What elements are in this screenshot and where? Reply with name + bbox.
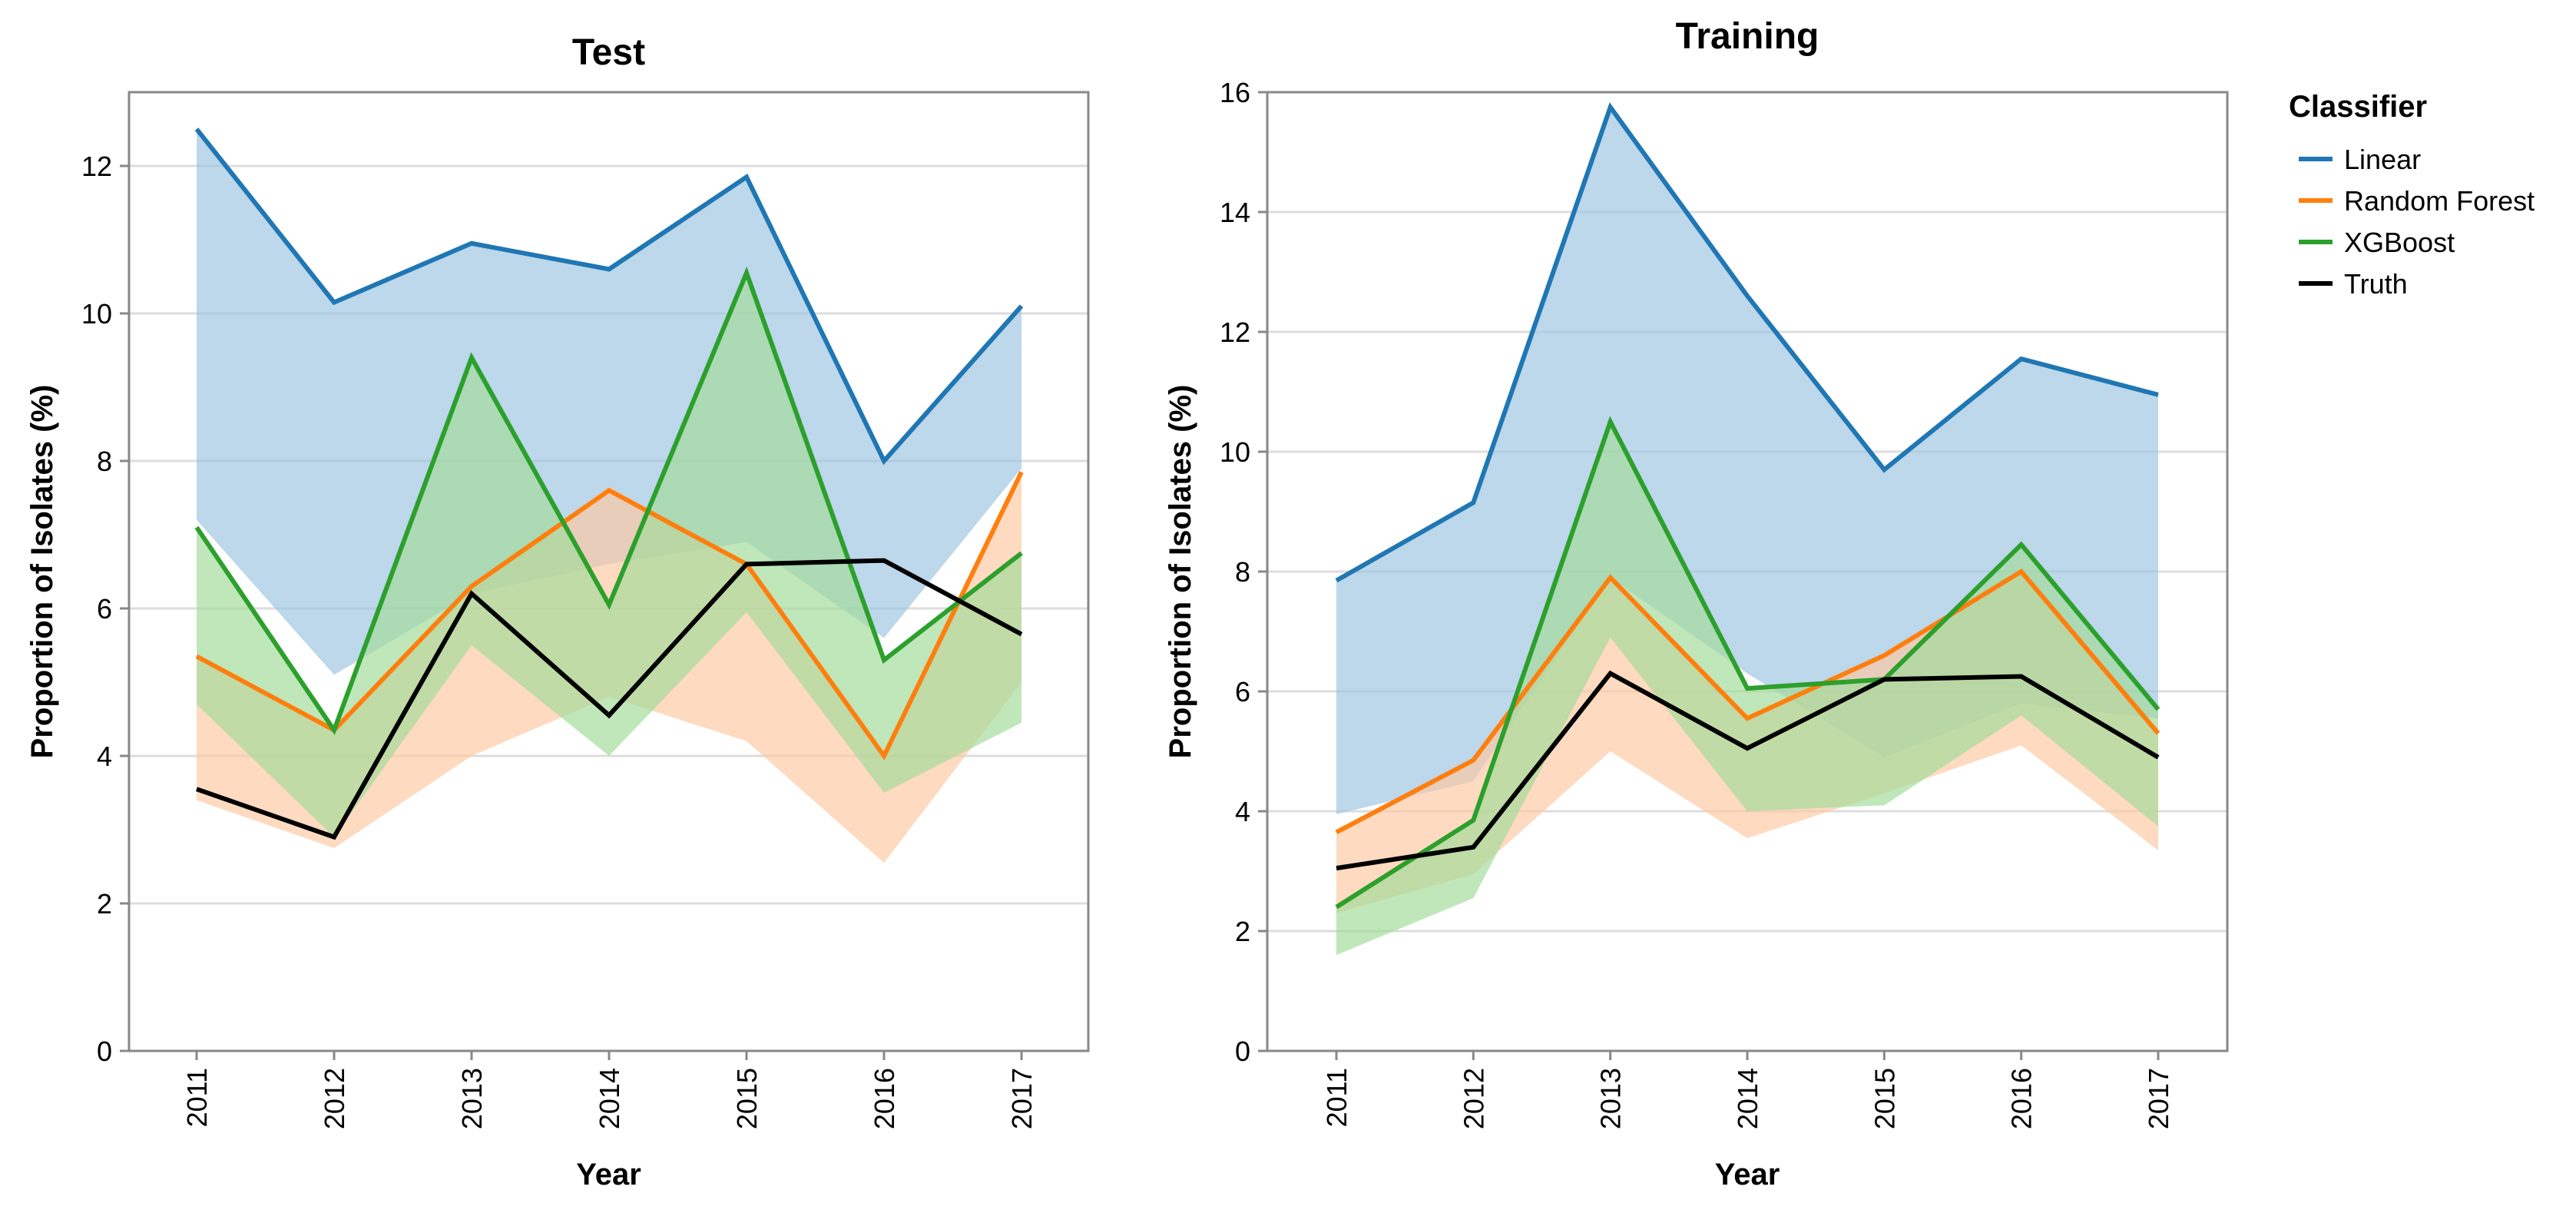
training-y-tick-label: 10: [1220, 436, 1250, 468]
test-x-tick-label: 2014: [594, 1068, 625, 1129]
training-y-tick-label: 8: [1235, 556, 1250, 588]
legend-label-random-forest: Random Forest: [2344, 185, 2535, 217]
legend: Classifier Linear Random Forest XGBoost …: [2289, 90, 2535, 300]
training-x-tick-label: 2017: [2143, 1068, 2174, 1129]
training-y-tick-label: 16: [1220, 77, 1250, 108]
training-y-tick-label: 4: [1235, 796, 1250, 827]
test-x-tick-label: 2012: [319, 1068, 350, 1129]
training-panel: 0 2 4 6 8 10 12 14 16 2011 2012 2013 2014 2015 2016 201…: [1164, 16, 2229, 1191]
training-line-xgboost: [1335, 416, 2160, 910]
test-y-tick-label: 10: [81, 298, 112, 330]
test-x-tick-label: 2015: [731, 1068, 763, 1129]
test-y-tick-label: 0: [97, 1036, 112, 1067]
legend-label-xgboost: XGBoost: [2344, 227, 2455, 258]
legend-label-linear: Linear: [2344, 144, 2421, 175]
test-line-xgboost: [194, 266, 1023, 735]
training-y-tick-label: 12: [1220, 317, 1250, 348]
test-y-tick-label: 6: [97, 593, 112, 625]
training-y-axis-title: Proportion of Isolates (%): [1164, 385, 1197, 759]
test-y-tick-label: 12: [81, 151, 112, 182]
test-y-axis-title: Proportion of Isolates (%): [25, 385, 59, 759]
test-y-tick-label: 2: [97, 888, 112, 920]
test-x-axis-title: Year: [576, 1158, 641, 1191]
test-panel: 0 2 4 6 8 10 12 2011 2012 2013 2014 2015 2016 2017 Yea…: [25, 32, 1090, 1191]
test-x-tick-label: 2011: [181, 1068, 213, 1127]
training-line-linear: [1335, 102, 2159, 583]
training-x-tick-label: 2016: [2006, 1068, 2038, 1129]
training-y-tick-label: 6: [1235, 676, 1250, 708]
training-x-axis-title: Year: [1715, 1158, 1780, 1191]
training-x-tick-label: 2013: [1595, 1068, 1627, 1129]
training-line-truth: [1336, 670, 2160, 871]
legend-item-random-forest: Random Forest: [2299, 185, 2535, 217]
test-band-xgboost: [197, 273, 1021, 837]
training-line-random-forest: [1335, 568, 2160, 834]
training-x-tick-label: 2012: [1458, 1068, 1489, 1129]
test-x-tick-label: 2017: [1006, 1068, 1038, 1129]
training-y-tick-label: 0: [1235, 1036, 1250, 1067]
legend-item-xgboost: XGBoost: [2299, 227, 2455, 258]
training-x-tick-label: 2011: [1321, 1068, 1353, 1127]
test-panel-title: Test: [572, 32, 645, 73]
test-x-tick-label: 2013: [456, 1068, 488, 1129]
test-line-truth: [196, 558, 1023, 840]
test-x-tick-label: 2016: [869, 1068, 900, 1129]
legend-label-truth: Truth: [2344, 268, 2408, 300]
legend-item-linear: Linear: [2299, 144, 2421, 175]
training-y-tick-label: 2: [1235, 916, 1250, 947]
training-x-tick-label: 2015: [1869, 1068, 1900, 1129]
test-y-tick-label: 8: [97, 446, 112, 477]
test-y-tick-label: 4: [97, 741, 112, 772]
training-y-tick-label: 14: [1220, 197, 1250, 228]
legend-title: Classifier: [2289, 90, 2427, 124]
training-panel-title: Training: [1676, 16, 1819, 57]
test-line-linear: [194, 128, 1024, 466]
legend-item-truth: Truth: [2299, 268, 2408, 300]
training-x-tick-label: 2014: [1732, 1068, 1763, 1129]
